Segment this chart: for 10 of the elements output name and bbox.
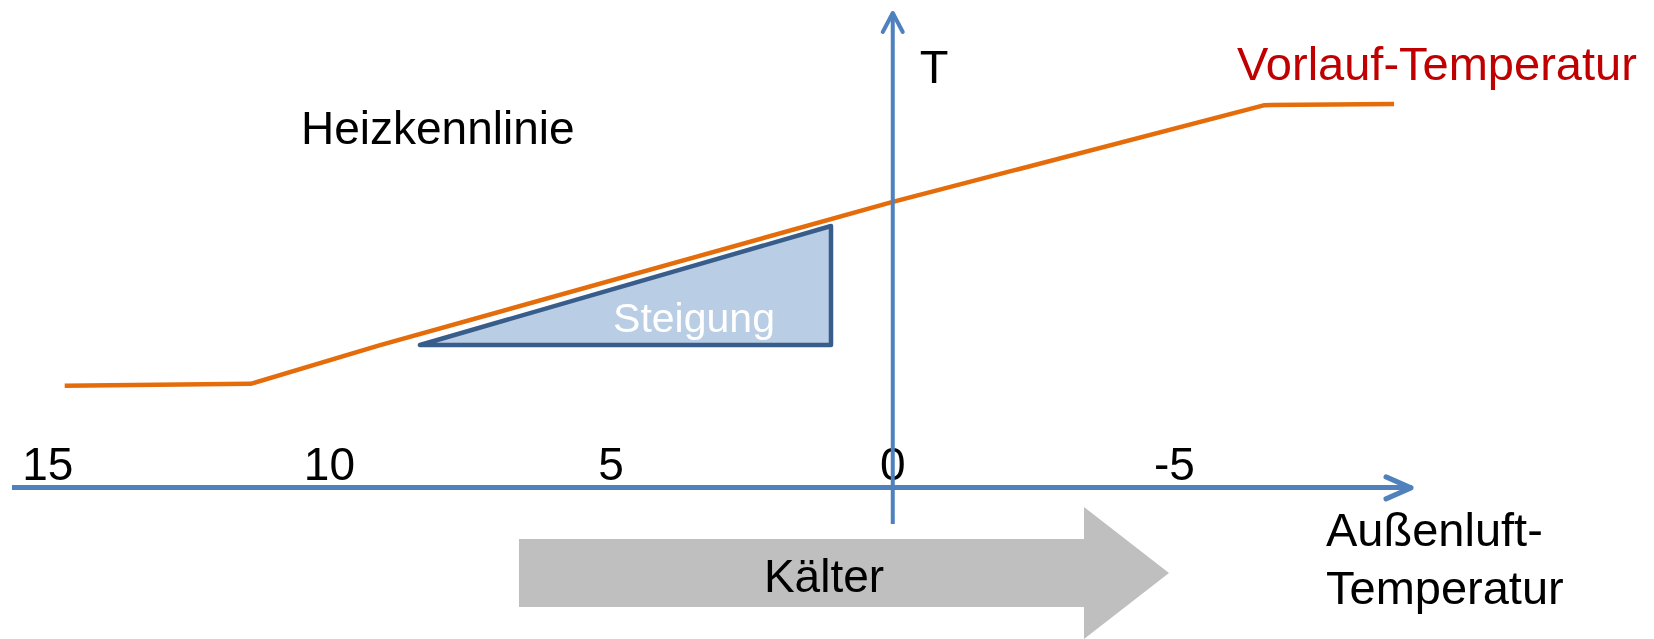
x-tick-label: 5 [598,438,624,491]
x-tick-label: 15 [22,438,74,491]
text: Kälter [763,550,885,602]
series-label: Vorlauf-Temperatur [1237,36,1637,90]
x-tick-label: -5 [1153,438,1195,491]
y-axis-title: T [919,40,949,93]
annotation: Steigung [613,295,775,341]
x-axis-title: Außenluft-Temperatur [1326,502,1564,616]
x-tick-label: 10 [303,438,356,491]
chart-title: Heizkennlinie [301,102,575,154]
